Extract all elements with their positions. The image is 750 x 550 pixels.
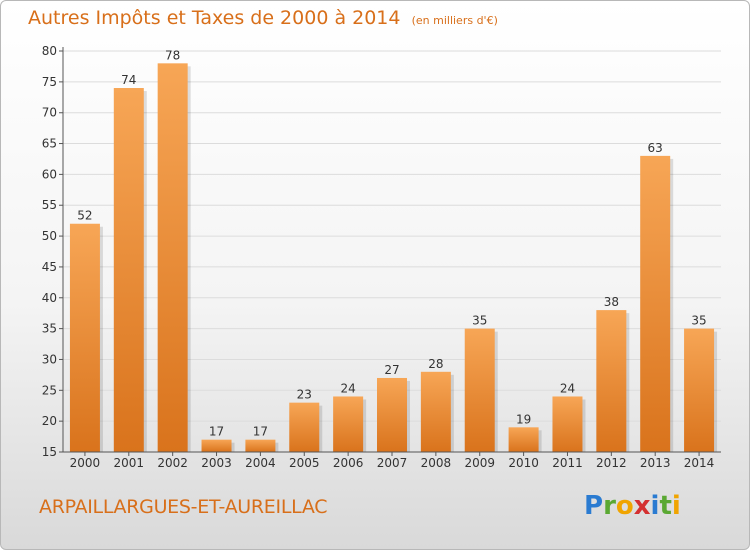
chart-title: Autres Impôts et Taxes de 2000 à 2014 bbox=[28, 7, 401, 29]
bar-value-label: 35 bbox=[691, 314, 706, 328]
x-tick-label: 2008 bbox=[421, 456, 452, 470]
bar bbox=[201, 439, 232, 452]
bar-value-label: 38 bbox=[604, 295, 619, 309]
x-tick-label: 2014 bbox=[684, 456, 715, 470]
y-tick-label: 25 bbox=[42, 383, 57, 397]
logo-letter: t bbox=[659, 491, 672, 521]
x-tick-label: 2005 bbox=[289, 456, 320, 470]
axes bbox=[59, 47, 721, 456]
x-tick-label: 2007 bbox=[377, 456, 408, 470]
x-tick-label: 2001 bbox=[114, 456, 145, 470]
y-tick-label: 35 bbox=[42, 322, 57, 336]
labels: 15 20 25 30 35 40 45 50 55 60 65 70 75 80 52 2000 74 2001… bbox=[42, 44, 715, 470]
y-tick-label: 50 bbox=[42, 229, 57, 243]
y-tick-label: 30 bbox=[42, 352, 57, 366]
y-tick-label: 15 bbox=[42, 445, 57, 459]
bar-value-label: 23 bbox=[297, 388, 312, 402]
y-tick-label: 75 bbox=[42, 75, 57, 89]
y-tick-label: 60 bbox=[42, 167, 57, 181]
x-tick-label: 2012 bbox=[596, 456, 627, 470]
logo-letter: i bbox=[671, 491, 681, 521]
bar bbox=[245, 439, 276, 452]
bar-value-label: 19 bbox=[516, 412, 531, 426]
logo-letter: P bbox=[584, 491, 604, 521]
bar bbox=[113, 88, 144, 452]
bar-value-label: 27 bbox=[384, 363, 399, 377]
bar bbox=[552, 396, 583, 452]
logo-letter: i bbox=[650, 491, 660, 521]
bar bbox=[333, 396, 364, 452]
y-tick-label: 65 bbox=[42, 137, 57, 151]
x-tick-label: 2002 bbox=[157, 456, 188, 470]
bar bbox=[640, 155, 671, 452]
logo-letter: x bbox=[633, 491, 651, 521]
x-tick-label: 2004 bbox=[245, 456, 276, 470]
x-tick-label: 2006 bbox=[333, 456, 364, 470]
bar bbox=[508, 427, 539, 452]
commune-name: ARPAILLARGUES-ET-AUREILLAC bbox=[39, 496, 328, 518]
bar-value-label: 17 bbox=[209, 425, 224, 439]
bar-value-label: 24 bbox=[560, 381, 575, 395]
bar-value-label: 78 bbox=[165, 48, 180, 62]
y-tick-label: 55 bbox=[42, 198, 57, 212]
bar bbox=[464, 328, 495, 452]
chart-title-block: Autres Impôts et Taxes de 2000 à 2014 (e… bbox=[28, 7, 498, 29]
bar bbox=[289, 402, 320, 452]
bar bbox=[69, 223, 100, 452]
x-tick-label: 2000 bbox=[70, 456, 101, 470]
bar bbox=[596, 310, 627, 452]
proxiti-logo: Proxiti bbox=[584, 491, 681, 521]
x-tick-label: 2003 bbox=[201, 456, 232, 470]
bar-value-label: 28 bbox=[428, 357, 443, 371]
logo-letter: o bbox=[615, 491, 634, 521]
bar-value-label: 24 bbox=[340, 381, 355, 395]
y-tick-label: 70 bbox=[42, 106, 57, 120]
x-tick-label: 2009 bbox=[464, 456, 495, 470]
chart-unit: (en milliers d'€) bbox=[411, 14, 498, 27]
y-tick-label: 20 bbox=[42, 414, 57, 428]
bar bbox=[377, 377, 407, 452]
bar bbox=[157, 63, 188, 452]
bar-value-label: 35 bbox=[472, 314, 487, 328]
bar-value-label: 17 bbox=[253, 425, 268, 439]
y-tick-label: 45 bbox=[42, 260, 57, 274]
bar-value-label: 74 bbox=[121, 73, 136, 87]
bar bbox=[420, 371, 451, 452]
bar bbox=[684, 328, 715, 452]
y-tick-label: 40 bbox=[42, 291, 57, 305]
bar-value-label: 52 bbox=[77, 209, 92, 223]
x-tick-label: 2013 bbox=[640, 456, 671, 470]
bar-value-label: 63 bbox=[648, 141, 663, 155]
logo-letter: r bbox=[603, 491, 616, 521]
x-tick-label: 2010 bbox=[508, 456, 539, 470]
y-tick-label: 80 bbox=[42, 44, 57, 58]
bars bbox=[69, 63, 718, 452]
x-tick-label: 2011 bbox=[552, 456, 583, 470]
